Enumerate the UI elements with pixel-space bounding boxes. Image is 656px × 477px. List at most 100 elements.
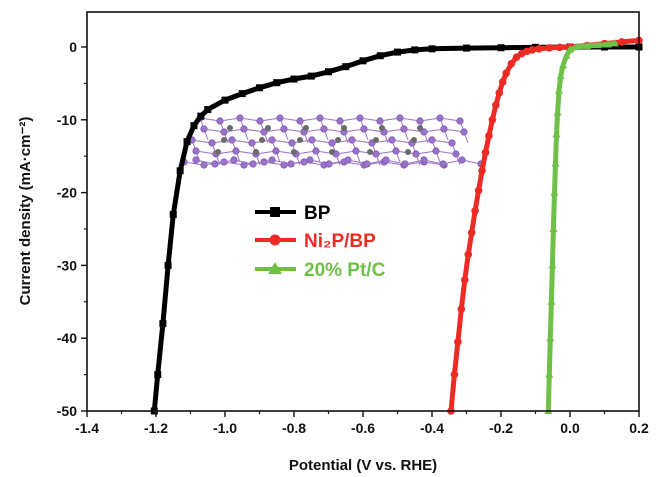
x-tick-label: 0.2 (629, 420, 649, 436)
data-point (547, 297, 556, 305)
x-tick-label: -1.4 (75, 420, 99, 436)
data-point (545, 370, 554, 378)
data-point (572, 42, 581, 50)
data-point (583, 41, 592, 49)
x-tick-label: -1.0 (213, 420, 237, 436)
y-tick-label: 0 (69, 39, 77, 55)
data-point (273, 79, 281, 87)
data-point (428, 45, 436, 53)
data-point (256, 84, 263, 92)
bond (275, 150, 281, 163)
data-point (550, 188, 559, 196)
data-point (535, 45, 543, 53)
bond (403, 128, 409, 141)
data-point (555, 43, 564, 52)
x-tick-label: 0.0 (560, 420, 580, 436)
series-2 (544, 38, 619, 414)
y-tick-label: -40 (57, 330, 77, 346)
bond (395, 150, 401, 163)
data-point (450, 370, 459, 379)
data-point (164, 261, 172, 269)
data-point (546, 333, 555, 342)
data-point (464, 250, 473, 259)
data-point (502, 69, 510, 78)
data-point (471, 207, 479, 215)
legend-label-pt-c: 20% Pt/C (304, 260, 386, 281)
data-point (566, 45, 574, 53)
ni-atom (221, 137, 227, 143)
ni-atom (373, 137, 379, 143)
bond (315, 150, 321, 163)
data-point (359, 57, 367, 65)
bond (283, 128, 289, 141)
legend: BP Ni₂P/BP 20% Pt/C (255, 203, 386, 281)
data-point (190, 122, 198, 130)
data-point (376, 52, 384, 60)
data-point (411, 46, 419, 54)
data-point (559, 60, 568, 69)
ni-atom (329, 149, 335, 155)
data-point (169, 210, 177, 218)
data-point (492, 101, 500, 110)
ni-atom (341, 125, 347, 131)
x-tick-label: -0.2 (489, 420, 513, 436)
data-point (342, 63, 350, 71)
ni-atom (367, 149, 373, 155)
y-tick-label: -10 (57, 112, 77, 128)
data-point (154, 371, 162, 379)
ni-atom (417, 125, 423, 131)
bond (435, 150, 441, 163)
ni-atom (411, 137, 417, 143)
ni-atom (291, 149, 297, 155)
data-point (176, 167, 184, 175)
bond (203, 128, 209, 141)
ni-atom (259, 137, 265, 143)
bond (443, 128, 449, 141)
data-point (562, 51, 571, 59)
y-tick-label: -20 (57, 185, 77, 201)
ni-atom (265, 125, 271, 131)
bond (355, 150, 361, 163)
data-point (495, 89, 504, 97)
ni-atom (297, 137, 303, 143)
data-point (454, 338, 462, 346)
ni-atom (253, 149, 259, 155)
ni-atom (227, 125, 233, 131)
bond (235, 150, 241, 163)
data-point (548, 260, 557, 269)
data-point (307, 72, 315, 80)
y-tick-label: -50 (57, 403, 77, 419)
data-point (481, 148, 490, 157)
data-point (290, 75, 298, 83)
data-point (474, 186, 483, 195)
data-point (498, 78, 507, 86)
data-point (394, 48, 401, 56)
ni-atom (215, 149, 221, 155)
bond (463, 131, 469, 144)
y-tick-label: -30 (57, 257, 77, 273)
data-point (554, 86, 563, 94)
data-point (603, 39, 612, 48)
data-point (457, 305, 466, 313)
data-point (460, 276, 469, 284)
data-point (204, 106, 212, 114)
data-point (552, 129, 561, 138)
legend-entry-pt-c: 20% Pt/C (255, 260, 386, 281)
ni-atom (405, 149, 411, 155)
data-point (467, 228, 476, 237)
data-point (507, 59, 516, 68)
legend-entry-ni2p-bp: Ni₂P/BP (255, 231, 376, 252)
data-point (549, 224, 558, 232)
x-tick-label: -1.2 (144, 420, 168, 436)
data-point (553, 108, 562, 116)
ni-atom (335, 137, 341, 143)
ni-atom (379, 125, 385, 131)
data-point (478, 166, 486, 175)
x-tick-label: -0.6 (351, 420, 375, 436)
data-point (593, 40, 602, 49)
legend-entry-bp: BP (255, 203, 331, 224)
bond (455, 153, 461, 166)
x-axis-title: Potential (V vs. RHE) (289, 457, 437, 474)
bond (363, 128, 369, 141)
